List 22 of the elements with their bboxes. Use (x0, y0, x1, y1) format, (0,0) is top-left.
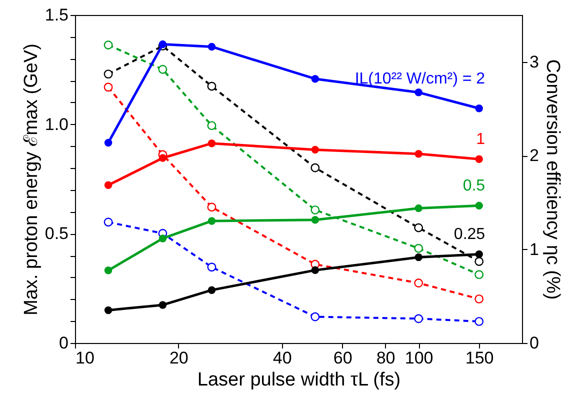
x-tick-label: 20 (169, 348, 188, 368)
x-tick-label: 10 (76, 348, 94, 368)
series-label: 1 (476, 131, 486, 148)
series-label: 0.5 (462, 178, 486, 195)
y2-tick-label: 0 (530, 334, 539, 352)
x-axis-title: Laser pulse width τL (fs) (197, 370, 401, 390)
x-tick-label: 80 (376, 348, 396, 368)
y2-tick-label: 3 (530, 52, 539, 72)
y2-tick-label: 2 (530, 146, 539, 166)
y-tick-label: 0.5 (44, 224, 68, 244)
series-label: IL(10²² W/cm²) = 2 (354, 70, 486, 88)
y-axis-title: Max. proton energy ℰmax (GeV) (20, 44, 42, 316)
y-tick-label: 0 (59, 334, 68, 352)
x-tick-label: 100 (404, 348, 434, 368)
x-tick-label: 150 (465, 348, 494, 368)
y-tick-label: 1.5 (44, 6, 68, 24)
x-tick-label: 60 (333, 348, 352, 368)
y2-tick-label: 1 (530, 240, 539, 259)
y2-axis-title: Conversion efficiency ηc (%) (542, 59, 563, 300)
x-tick-label: 40 (272, 348, 292, 368)
series-label: 0.25 (454, 226, 486, 244)
y-tick-label: 1.0 (44, 114, 68, 134)
